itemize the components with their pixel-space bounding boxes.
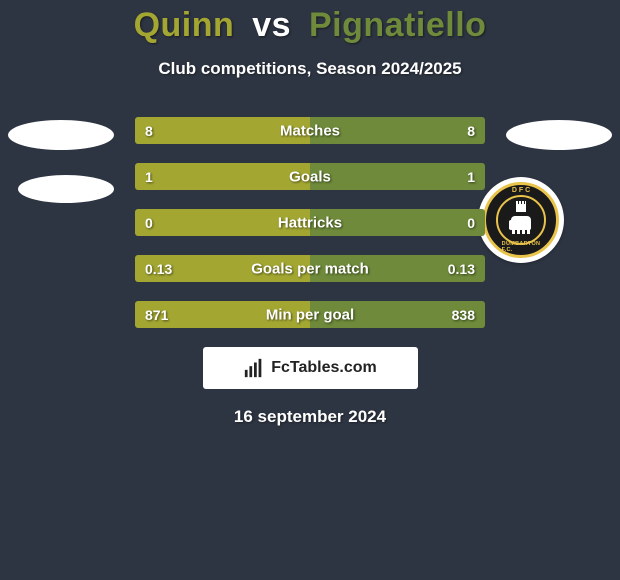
stat-row: 00Hattricks	[135, 209, 485, 236]
player1-club-placeholder	[18, 175, 114, 203]
player1-name: Quinn	[134, 6, 235, 44]
player2-name: Pignatiello	[309, 6, 486, 44]
vs-label: vs	[252, 6, 291, 44]
stat-row: 871838Min per goal	[135, 301, 485, 328]
bar-chart-icon	[243, 357, 265, 379]
stat-bar-right	[310, 301, 485, 328]
stat-row: 88Matches	[135, 117, 485, 144]
brand-text: FcTables.com	[271, 359, 377, 377]
brand-box: FcTables.com	[203, 347, 418, 389]
stat-row: 11Goals	[135, 163, 485, 190]
crest-elephant-icon	[508, 212, 534, 234]
comparison-title: Quinn vs Pignatiello	[0, 0, 620, 45]
crest-tower-icon	[516, 204, 526, 212]
crest-outer: D F C DUMBARTON F.C.	[483, 182, 559, 258]
stat-bar-left	[135, 117, 310, 144]
player2-photo-placeholder	[506, 120, 612, 150]
stat-bar-right	[310, 255, 485, 282]
stat-bar-right	[310, 209, 485, 236]
stat-bar-left	[135, 209, 310, 236]
stat-bar-left	[135, 255, 310, 282]
stat-bar-left	[135, 301, 310, 328]
stat-bar-right	[310, 163, 485, 190]
stat-bar-right	[310, 117, 485, 144]
snapshot-date: 16 september 2024	[0, 407, 620, 427]
subtitle: Club competitions, Season 2024/2025	[0, 59, 620, 79]
player2-club-crest: D F C DUMBARTON F.C.	[478, 177, 564, 263]
stat-row: 0.130.13Goals per match	[135, 255, 485, 282]
stat-bar-left	[135, 163, 310, 190]
player1-photo-placeholder	[8, 120, 114, 150]
crest-bottom-text: DUMBARTON F.C.	[502, 241, 541, 253]
stats-bars: 88Matches 11Goals 00Hattricks 0.130.13Goals…	[135, 117, 485, 328]
crest-top-text: D F C	[512, 187, 530, 194]
